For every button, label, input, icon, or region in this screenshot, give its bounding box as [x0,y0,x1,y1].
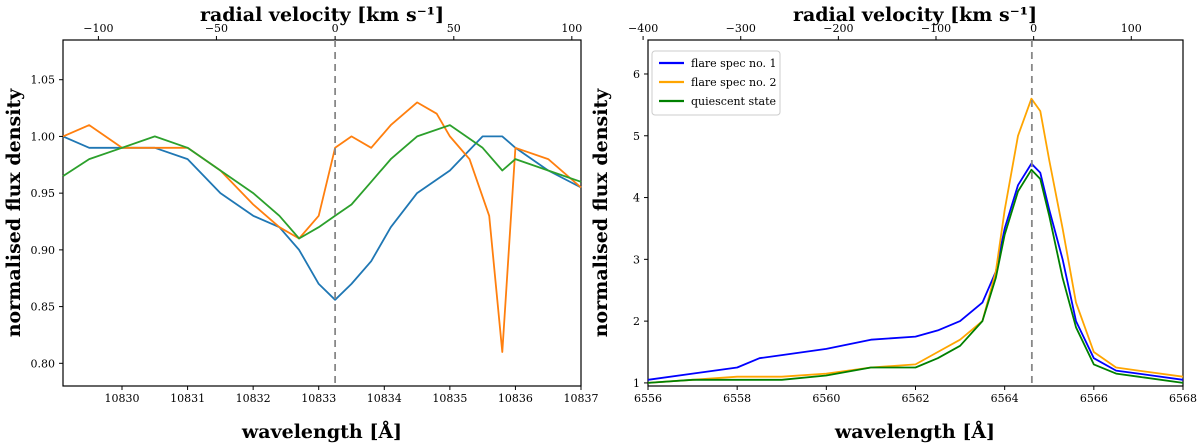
left-x-tick-label: 10837 [564,392,599,405]
left-x-tick-label: 10836 [498,392,533,405]
left-x-ticks: 10830 10831 10832 10833 10834 10835 10836 10837 [105,386,599,405]
left-top-tick-label: 0 [332,22,339,35]
right-x-tick-label: 6560 [812,392,840,405]
legend-label-flare-2: flare spec no. 2 [691,76,777,89]
left-top-tick-label: 100 [561,22,582,35]
left-y-tick-label: 0.80 [31,357,56,370]
right-top-tick-label: 100 [1121,22,1142,35]
right-top-tick-label: −300 [726,22,756,35]
left-y-tick-label: 0.95 [31,187,56,200]
right-axes-frame [647,39,1184,387]
right-top-tick-label: 0 [1030,22,1037,35]
left-series-layer [62,101,582,353]
left-series-line-1 [62,135,582,301]
right-y-tick-label: 6 [633,68,640,81]
left-x-axis-label: wavelength [Å] [241,420,402,443]
left-y-tick-label: 1.05 [31,74,56,87]
right-x-tick-label: 6556 [634,392,662,405]
right-y-tick-label: 3 [633,253,640,266]
left-y-axis-label: normalised flux density [3,88,25,337]
legend-label-flare-1: flare spec no. 1 [691,57,777,70]
left-x-tick-label: 10832 [236,392,271,405]
right-series-line-3 [647,168,1184,384]
left-x-tick-label: 10831 [170,392,205,405]
right-y-ticks: 1 2 3 4 5 6 [633,68,648,390]
right-y-axis-label: normalised flux density [590,88,612,337]
left-panel: 10830 10831 10832 10833 10834 10835 10836 10837… [3,4,599,443]
left-x-tick-label: 10833 [301,392,336,405]
right-x-axis-label: wavelength [Å] [834,420,995,443]
right-series-line-2 [647,97,1184,384]
left-series-line-2 [62,101,582,353]
legend-box [651,50,781,116]
right-panel: 6556 6558 6560 6562 6564 6566 6568 1 2 3 4 5 6 −400… [590,4,1197,443]
left-x-tick-label: 10830 [105,392,140,405]
right-x-tick-label: 6562 [902,392,930,405]
legend: flare spec no. 1 flare spec no. 2 quiesc… [651,50,781,116]
right-series-layer [647,97,1184,384]
left-top-tick-label: −100 [83,22,113,35]
right-top-tick-label: −400 [628,22,658,35]
left-top-ticks: −100 −50 0 50 100 [83,22,582,40]
right-top-tick-label: −200 [823,22,853,35]
legend-label-quiescent: quiescent state [691,95,776,108]
left-y-tick-label: 1.00 [31,130,56,143]
left-x-tick-label: 10834 [367,392,402,405]
right-x-tick-label: 6558 [723,392,751,405]
right-top-ticks: −400 −300 −200 −100 0 100 [628,22,1142,40]
right-x-tick-label: 6564 [991,392,1019,405]
left-top-axis-label: radial velocity [km s⁻¹] [200,4,444,26]
right-y-tick-label: 5 [633,130,640,143]
left-y-tick-label: 0.90 [31,244,56,257]
right-top-tick-label: −100 [921,22,951,35]
left-axes-frame [62,39,582,387]
right-x-tick-label: 6566 [1080,392,1108,405]
right-x-tick-label: 6568 [1169,392,1197,405]
right-y-tick-label: 2 [633,315,640,328]
right-top-axis-label: radial velocity [km s⁻¹] [793,4,1037,26]
right-y-tick-label: 4 [633,192,640,205]
right-x-ticks: 6556 6558 6560 6562 6564 6566 6568 [634,386,1197,405]
left-top-tick-label: −50 [205,22,228,35]
left-x-tick-label: 10835 [432,392,467,405]
left-top-tick-label: 50 [447,22,461,35]
left-series-line-3 [62,124,582,240]
left-y-tick-label: 0.85 [31,301,56,314]
left-y-ticks: 0.80 0.85 0.90 0.95 1.00 1.05 [31,74,63,370]
right-y-tick-label: 1 [633,377,640,390]
